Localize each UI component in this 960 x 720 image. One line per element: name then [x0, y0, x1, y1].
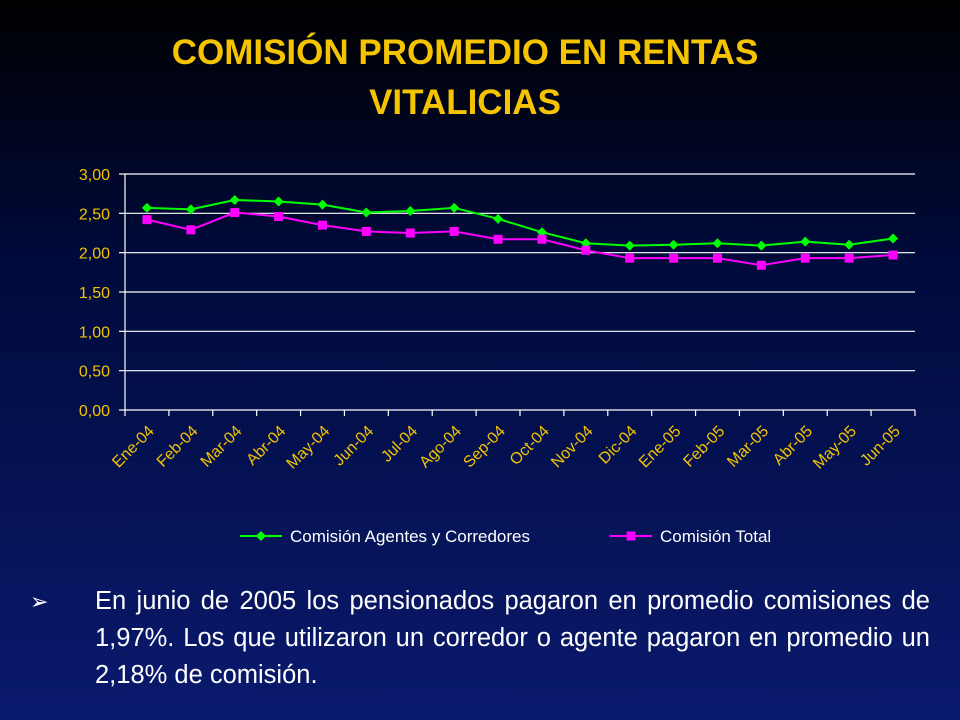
title-line-2: VITALICIAS — [369, 83, 561, 122]
data-point — [844, 253, 854, 263]
x-tick-label: Ene-05 — [636, 423, 685, 472]
data-point — [580, 238, 591, 249]
y-tick-label: 1,00 — [79, 324, 110, 341]
x-tick-label: May-05 — [810, 423, 860, 473]
data-point — [536, 227, 547, 238]
x-tick-label: Ago-04 — [416, 423, 465, 472]
data-point — [141, 202, 152, 213]
legend-label: Comisión Total — [660, 527, 771, 546]
x-tick-label: Mar-04 — [198, 423, 246, 471]
x-tick-label: Oct-04 — [507, 423, 553, 469]
data-point — [888, 233, 899, 244]
data-point — [230, 208, 240, 218]
data-point — [669, 253, 679, 263]
data-point — [844, 239, 855, 250]
x-tick-label: Feb-05 — [680, 423, 728, 471]
x-tick-label: Nov-04 — [548, 423, 597, 472]
arrow-bullet-icon: ➢ — [30, 589, 49, 614]
data-point — [888, 250, 898, 260]
data-point — [317, 199, 328, 210]
data-point — [361, 207, 372, 218]
x-tick-label: Jun-05 — [857, 423, 904, 470]
data-point — [405, 228, 415, 238]
x-tick-label: Dic-04 — [596, 423, 641, 468]
x-tick-label: Feb-04 — [154, 423, 202, 471]
data-point — [405, 205, 416, 216]
y-tick-label: 2,50 — [79, 206, 110, 223]
data-point — [229, 194, 240, 205]
grid-lines — [125, 173, 915, 372]
data-point — [449, 202, 460, 213]
x-tick-label: Ene-04 — [109, 423, 158, 472]
chart-title: COMISIÓN PROMEDIO EN RENTAS VITALICIAS — [0, 28, 930, 128]
series-line — [146, 198, 894, 247]
data-point — [668, 239, 679, 250]
x-tick-label: Sep-04 — [460, 423, 509, 472]
data-point — [756, 260, 766, 270]
line-chart: 0,000,501,001,502,002,503,00 Ene-04Feb-0… — [79, 167, 916, 546]
y-tick-label: 2,00 — [79, 246, 110, 263]
x-tick-label: Jun-04 — [331, 423, 378, 470]
legend: Comisión Agentes y Corredores Comisión To… — [240, 527, 771, 546]
y-tick-label: 3,00 — [79, 167, 110, 184]
data-point — [756, 240, 767, 251]
summary-bullet: ➢ En junio de 2005 los pensionados pagar… — [30, 583, 930, 694]
data-point — [318, 220, 327, 230]
x-tick-label: Abr-04 — [243, 423, 289, 469]
data-point — [537, 234, 547, 244]
data-point — [361, 226, 371, 236]
x-tick-label: Mar-05 — [724, 423, 772, 471]
data-point — [493, 213, 504, 224]
legend-marker — [626, 531, 636, 541]
data-point — [624, 240, 635, 251]
x-tick-label: May-04 — [284, 423, 334, 473]
data-point — [186, 225, 196, 235]
x-tick-label: Abr-05 — [770, 423, 816, 469]
legend-label: Comisión Agentes y Corredores — [290, 527, 530, 546]
data-point — [581, 245, 591, 255]
y-tick-labels: 0,00 0,50 1,00 1,50 2,00 2,50 3,00 — [79, 167, 110, 420]
data-point — [800, 253, 810, 263]
y-tick-label: 0,50 — [79, 364, 110, 381]
series-line — [146, 211, 894, 267]
data-point — [274, 211, 284, 221]
data-point — [625, 253, 635, 263]
data-point — [800, 236, 811, 247]
data-point — [142, 215, 152, 225]
data-point — [273, 196, 284, 207]
data-point — [712, 238, 723, 249]
y-tick-label: 0,00 — [79, 403, 110, 420]
series-lines — [141, 194, 899, 270]
data-point — [713, 253, 722, 263]
y-tick-label: 1,50 — [79, 285, 110, 302]
summary-text: En junio de 2005 los pensionados pagaron… — [95, 587, 930, 689]
legend-marker — [256, 531, 266, 541]
x-tick-label: Jul-04 — [378, 423, 421, 466]
data-point — [185, 204, 196, 215]
axes — [119, 173, 916, 416]
data-point — [449, 226, 459, 236]
data-point — [493, 234, 503, 244]
title-line-1: COMISIÓN PROMEDIO EN RENTAS — [171, 33, 759, 72]
